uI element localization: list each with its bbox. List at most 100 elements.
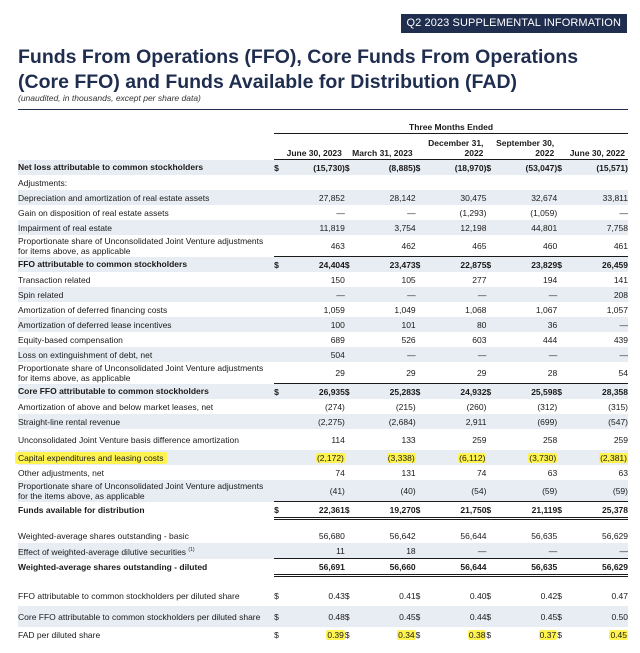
table-row: Proportionate share of Unconsolidated Jo… xyxy=(18,235,628,257)
currency-cell xyxy=(274,480,282,502)
cell-value: 100 xyxy=(330,319,345,330)
cell-value: — xyxy=(336,207,345,218)
title-divider xyxy=(18,109,628,110)
dollar-sign: $ xyxy=(415,504,421,515)
value-cell: 277 xyxy=(424,272,486,287)
cell-value: — xyxy=(548,349,558,360)
dollar-sign: $ xyxy=(274,259,279,270)
cell-value: — xyxy=(336,289,345,300)
cell-value: 33,811 xyxy=(602,192,628,203)
currency-cell: $ xyxy=(274,585,282,606)
cell-value: 0.45 xyxy=(609,629,628,640)
value-cell: 131 xyxy=(353,465,415,480)
currency-cell: $ xyxy=(344,501,353,520)
cell-value: 56,691 xyxy=(318,561,345,572)
cell-value: (59) xyxy=(542,485,558,496)
table-row: Straight-line rental revenue (2,275) (2,68… xyxy=(18,414,628,429)
dollar-sign: $ xyxy=(557,162,562,173)
value-cell: 74 xyxy=(424,465,487,480)
currency-cell: $ xyxy=(486,256,495,272)
value-cell: 80 xyxy=(423,317,487,332)
currency-cell xyxy=(345,235,353,257)
value-cell: 22,361 xyxy=(281,501,345,520)
cell-value: 22,361 xyxy=(318,504,345,515)
row-label-text: Funds available for distribution xyxy=(18,505,145,515)
currency-cell xyxy=(274,362,282,384)
value-cell: 56,635 xyxy=(494,528,557,543)
currency-cell xyxy=(274,235,282,257)
currency-cell xyxy=(274,414,282,429)
value-cell: 54 xyxy=(565,362,628,384)
cell-value: 11,819 xyxy=(319,222,345,233)
currency-cell: $ xyxy=(486,501,495,520)
row-label-text: Effect of weighted-average dilutive secu… xyxy=(18,546,187,557)
page-title: Funds From Operations (FFO), Core Funds … xyxy=(18,46,579,93)
currency-cell xyxy=(345,332,353,347)
dollar-sign: $ xyxy=(344,162,350,173)
cell-value: 0.39 xyxy=(326,629,345,640)
currency-cell xyxy=(557,190,566,205)
value-cell: (315) xyxy=(565,399,628,414)
cell-value: (2,275) xyxy=(317,416,345,427)
dollar-sign: $ xyxy=(274,162,279,173)
value-cell: 0.50 xyxy=(565,606,628,627)
value-cell: 1,049 xyxy=(353,302,415,317)
cell-value: 259 xyxy=(472,434,487,445)
cell-value: — xyxy=(407,289,416,300)
ffo-table: Three Months Ended June 30, 2023 March 3… xyxy=(15,120,628,642)
col-header: September 30, 2022 xyxy=(486,133,558,160)
dollar-sign: $ xyxy=(486,611,492,622)
row-label: Unconsolidated Joint Venture basis diffe… xyxy=(18,429,274,450)
table-row: Gain on disposition of real estate asset… xyxy=(18,205,628,220)
page-subtitle: (unaudited, in thousands, except per sha… xyxy=(18,93,201,103)
currency-cell xyxy=(344,220,353,235)
currency-cell xyxy=(344,558,353,577)
dollar-sign: $ xyxy=(557,629,562,640)
row-label-text: Proportionate share of Unconsolidated Jo… xyxy=(18,480,264,501)
cell-value: (547) xyxy=(608,416,628,427)
period-group-header: Three Months Ended xyxy=(274,120,628,134)
cell-value: 259 xyxy=(613,434,628,445)
currency-cell xyxy=(344,347,353,362)
col-header: December 31, 2022 xyxy=(415,133,487,160)
cell-value: 25,598 xyxy=(531,386,558,397)
dollar-sign: $ xyxy=(557,504,562,515)
value-cell: (1,059) xyxy=(494,205,557,220)
dollar-sign: $ xyxy=(274,590,279,601)
currency-cell xyxy=(486,480,495,502)
currency-cell xyxy=(486,543,495,559)
currency-cell: $ xyxy=(344,256,353,272)
row-label: Adjustments: xyxy=(18,175,274,190)
dollar-sign: $ xyxy=(486,590,492,601)
table-row: Core FFO attributable to common stockhol… xyxy=(18,606,628,627)
value-cell: — xyxy=(282,205,345,220)
currency-cell xyxy=(415,317,424,332)
cell-value: 21,750 xyxy=(460,504,487,515)
value-cell: 105 xyxy=(353,272,415,287)
value-cell: — xyxy=(565,543,628,559)
dollar-sign: $ xyxy=(274,611,279,622)
value-cell: — xyxy=(423,287,487,302)
currency-cell xyxy=(557,332,565,347)
value-cell: 100 xyxy=(281,317,345,332)
row-label-text: Core FFO attributable to common stockhol… xyxy=(18,611,261,622)
value-cell: 463 xyxy=(282,235,345,257)
row-label: FAD per diluted share xyxy=(18,627,274,642)
row-label: FFO attributable to common stockholders xyxy=(18,256,275,272)
cell-value: 526 xyxy=(401,334,416,345)
value-cell: — xyxy=(565,347,628,362)
cell-value: (274) xyxy=(325,401,345,412)
currency-cell xyxy=(557,399,565,414)
cell-value: 74 xyxy=(476,467,487,478)
cell-value: 56,635 xyxy=(531,530,558,541)
currency-cell xyxy=(557,450,566,465)
value-cell: 32,674 xyxy=(494,190,558,205)
cell-value: 444 xyxy=(543,334,558,345)
footnote-mark: (1) xyxy=(188,546,195,553)
value-cell: (18,970) xyxy=(423,159,487,175)
value-cell: 0.48 xyxy=(281,606,345,627)
value-cell: 22,875 xyxy=(423,256,487,272)
row-label-text: Proportionate share of Unconsolidated Jo… xyxy=(18,235,264,256)
row-label: Capital expenditures and leasing costs xyxy=(15,450,275,465)
cell-value: (15,571) xyxy=(596,162,628,173)
